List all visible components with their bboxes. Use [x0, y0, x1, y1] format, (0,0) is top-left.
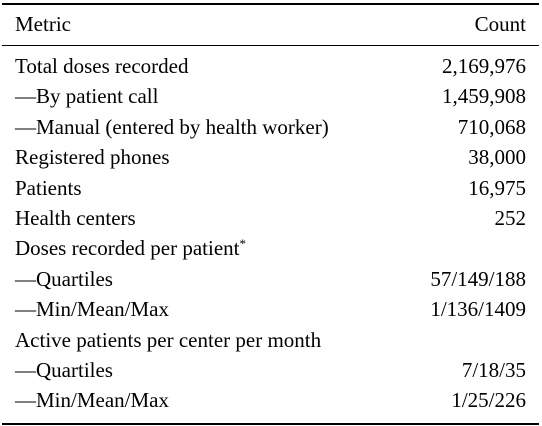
table-row: Active patients per center per month — [0, 325, 542, 355]
row-count: 1/136/1409 — [430, 297, 526, 322]
table-row: —Min/Mean/Max 1/136/1409 — [0, 294, 542, 324]
row-count: 2,169,976 — [442, 54, 526, 78]
row-metric: —By patient call — [15, 84, 159, 109]
row-count: 252 — [494, 206, 527, 231]
table-row: —Manual (entered by health worker) 710,0… — [0, 112, 542, 142]
row-metric: Patients — [15, 175, 82, 200]
row-count: 57/149/188 — [430, 266, 526, 291]
table-row: Registered phones 38,000 — [0, 142, 542, 172]
row-metric: Doses recorded per patient* — [0, 233, 405, 263]
table-row: Health centers 252 — [0, 203, 542, 233]
header-rule — [2, 45, 539, 46]
row-metric-text: Doses recorded per patient — [15, 236, 240, 261]
row-metric: Registered phones — [15, 145, 170, 170]
table-row: Doses recorded per patient* — [0, 233, 542, 263]
row-count: 1,459,908 — [442, 84, 526, 109]
header-count: Count — [474, 12, 526, 36]
row-count: 16,975 — [468, 175, 526, 200]
table-row: —By patient call 1,459,908 — [0, 81, 542, 111]
row-metric: —Quartiles — [15, 266, 113, 291]
row-count — [405, 325, 542, 355]
top-rule — [2, 3, 539, 5]
row-metric: —Quartiles — [15, 358, 113, 383]
row-metric: —Min/Mean/Max — [15, 297, 169, 322]
table-row: Patients 16,975 — [0, 173, 542, 203]
row-metric: Active patients per center per month — [15, 327, 322, 352]
table-row: —Quartiles 57/149/188 — [0, 264, 542, 294]
table-row: —Quartiles 7/18/35 — [0, 355, 542, 385]
header-row: Metric Count — [0, 0, 542, 45]
row-count — [405, 233, 542, 263]
metrics-table: Metric Count Total doses recorded 2,169,… — [0, 0, 542, 415]
bottom-rule — [2, 423, 539, 425]
footnote-mark: * — [239, 236, 247, 252]
row-count: 1/25/226 — [451, 388, 526, 413]
row-metric: —Manual (entered by health worker) — [15, 114, 329, 139]
row-metric: Health centers — [15, 206, 136, 231]
header-metric: Metric — [15, 12, 71, 36]
row-metric: Total doses recorded — [15, 54, 189, 78]
table-row: Total doses recorded 2,169,976 — [0, 45, 542, 81]
row-metric: —Min/Mean/Max — [15, 388, 169, 413]
row-count: 710,068 — [457, 114, 526, 139]
table-row: —Min/Mean/Max 1/25/226 — [0, 385, 542, 415]
row-count: 38,000 — [468, 145, 526, 170]
row-count: 7/18/35 — [461, 358, 526, 383]
